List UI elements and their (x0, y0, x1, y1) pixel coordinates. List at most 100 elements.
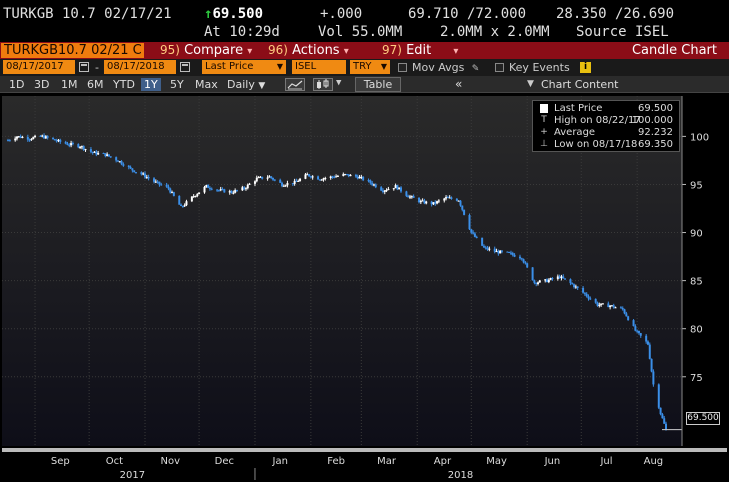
candle-body (518, 256, 521, 259)
candle-body (535, 282, 538, 284)
candle-body (127, 165, 130, 168)
candle-body (55, 140, 58, 142)
y-tick-label: 80 (690, 325, 703, 336)
candle-body (445, 197, 448, 199)
candle-body (284, 185, 287, 187)
actions-menu[interactable]: 96) Actions ▾ (268, 43, 349, 58)
candle-body (331, 176, 334, 178)
compare-menu[interactable]: 95) Compare ▾ (160, 43, 252, 58)
chart-legend[interactable]: Last Price 69.500 T High on 08/22/17 100… (532, 100, 680, 152)
range-button-6m[interactable]: 6M (87, 78, 104, 91)
candle-chart[interactable]: 100 95 90 85 80 75 Sep Oct Nov Dec Jan Feb Mar Apr Ma… (0, 94, 729, 482)
candle-body (140, 172, 143, 175)
key-events-checkbox[interactable] (495, 63, 504, 72)
candle-body (192, 196, 195, 198)
triangle-down-icon: ▼ (527, 79, 534, 89)
calendar-icon[interactable] (180, 62, 190, 72)
candle-body (142, 173, 145, 175)
candle-body (208, 187, 211, 189)
candle-body (421, 200, 424, 202)
candle-body (354, 174, 357, 177)
candle-body (180, 204, 183, 206)
frequency-value: Daily (227, 78, 255, 91)
candle-body (318, 179, 321, 181)
table-button[interactable]: Table (355, 77, 401, 92)
mov-avgs-checkbox[interactable] (398, 63, 407, 72)
candle-body (621, 308, 624, 310)
candle-body (169, 188, 172, 193)
range-button-1y[interactable]: 1Y (141, 78, 161, 91)
chevron-down-icon[interactable]: ▼ (336, 78, 342, 88)
candle-body (360, 176, 363, 178)
y-tick-label: 95 (690, 180, 703, 191)
candle-body (248, 183, 251, 185)
up-arrow-icon: ↑ (204, 6, 213, 22)
legend-last-price-value: 69.500 (638, 103, 673, 114)
range-button-1d[interactable]: 1D (9, 78, 25, 91)
edit-menu[interactable]: 97) Edit ▾ (382, 43, 458, 58)
candle-body (380, 187, 383, 191)
candle-body (410, 196, 413, 198)
info-icon[interactable]: i (580, 62, 591, 73)
x-tick-label: Mar (377, 456, 397, 467)
candle-body (272, 177, 275, 180)
start-date-field[interactable]: 08/17/2017 (3, 60, 75, 74)
range-button-ytd[interactable]: YTD (113, 78, 135, 91)
candle-body (19, 136, 22, 138)
candle-body (84, 149, 87, 151)
candle-body (625, 313, 628, 317)
candle-body (468, 214, 471, 230)
candle-body (241, 187, 244, 191)
candle-body (600, 303, 603, 305)
net-change: +.000 (320, 6, 363, 22)
candle-body (172, 192, 175, 196)
volume: Vol 55.0MM (318, 24, 403, 40)
frequency-select[interactable]: Daily ▼ (224, 78, 268, 91)
candle-body (299, 178, 302, 181)
end-date-field[interactable]: 08/17/2018 (104, 60, 176, 74)
candle-body (30, 139, 33, 141)
source-field[interactable]: ISEL (292, 60, 346, 74)
candle-body (564, 278, 567, 280)
candle-body (437, 200, 440, 202)
command-bar: TURKGB10.7 02/21 C 95) Compare ▾ 96) Act… (0, 42, 729, 59)
range-button-5y[interactable]: 5Y (170, 78, 184, 91)
chart-content-label: Chart Content (541, 78, 619, 91)
calendar-icon[interactable] (79, 62, 89, 72)
y-tick-label: 100 (690, 132, 709, 143)
candle-body (461, 205, 464, 210)
y-tick-label: 90 (690, 229, 703, 240)
candle-type-icon[interactable] (313, 78, 333, 91)
chart-content-button[interactable]: ▼ Chart Content (521, 77, 641, 92)
pencil-icon[interactable]: ✎ (472, 61, 479, 74)
collapse-panel-icon[interactable]: « (455, 77, 463, 91)
candle-body (26, 137, 29, 140)
price-field-select[interactable]: Last Price ▼ (202, 60, 286, 74)
candle-body (118, 161, 121, 163)
currency-select[interactable]: TRY ▼ (350, 60, 390, 74)
candle-body (509, 252, 512, 254)
candle-body (134, 172, 137, 174)
line-tool-icon[interactable] (285, 78, 305, 91)
candle-body (423, 200, 426, 204)
candle-body (282, 185, 285, 187)
x-tick-label: Jun (544, 456, 561, 467)
candle-body (217, 190, 220, 192)
candle-body (7, 140, 9, 142)
range-button-3d[interactable]: 3D (34, 78, 50, 91)
candle-body (367, 180, 370, 182)
range-button-max[interactable]: Max (195, 78, 218, 91)
candle-body (273, 179, 276, 181)
range-button-1m[interactable]: 1M (61, 78, 78, 91)
candle-body (573, 284, 576, 288)
ticker-field[interactable]: TURKGB10.7 02/21 C (1, 43, 144, 58)
actions-menu-number: 96) (268, 43, 288, 57)
legend-average-label: Average (554, 127, 596, 138)
candle-body (546, 279, 549, 283)
compare-menu-label: Compare (184, 43, 244, 58)
candle-body (409, 196, 412, 198)
candle-body (291, 183, 294, 185)
candle-body (324, 178, 327, 180)
candle-body (614, 307, 617, 309)
candle-body (53, 139, 56, 141)
